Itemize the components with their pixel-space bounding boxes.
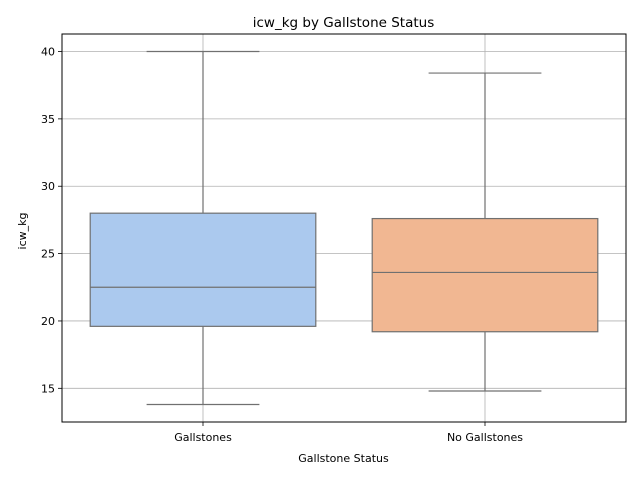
x-axis-label: Gallstone Status: [298, 452, 389, 465]
y-tick-label: 25: [41, 248, 55, 261]
y-tick-label: 20: [41, 315, 55, 328]
chart-title: icw_kg by Gallstone Status: [253, 15, 435, 31]
y-tick-label: 15: [41, 382, 55, 395]
y-tick-label: 30: [41, 180, 55, 193]
y-tick-label: 40: [41, 46, 55, 59]
y-axis-label: icw_kg: [16, 213, 29, 250]
y-tick-label: 35: [41, 113, 55, 126]
x-tick-label: Gallstones: [174, 431, 232, 444]
box-body: [371, 217, 599, 333]
plot-frame: [61, 33, 627, 423]
box-body: [89, 212, 317, 327]
x-tick-label: No Gallstones: [447, 431, 523, 444]
boxes: [89, 50, 599, 406]
ticks: 15 20 25 30 35 40 Gallstones No Gallstones: [41, 46, 523, 444]
